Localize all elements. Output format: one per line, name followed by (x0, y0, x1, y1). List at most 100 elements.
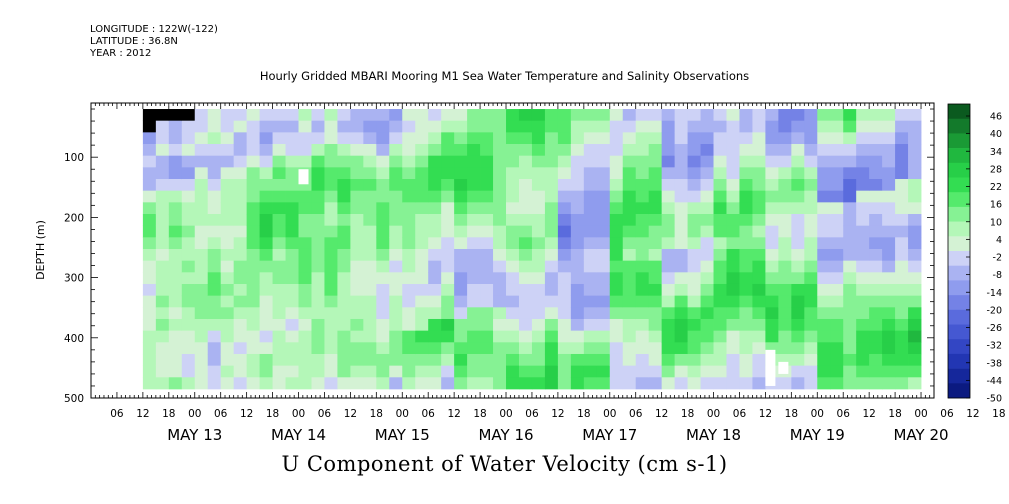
heatmap-cell (908, 179, 922, 192)
heatmap-cell (233, 365, 248, 378)
heatmap-cell (726, 167, 740, 180)
heatmap-cell (739, 202, 753, 215)
heatmap-cell (142, 307, 157, 320)
colorbar-swatch (948, 221, 970, 237)
heatmap-cell (441, 283, 455, 297)
heatmap-cell (882, 109, 896, 122)
heatmap-cell (246, 260, 260, 273)
heatmap-cell (220, 109, 235, 122)
heatmap-cell (142, 342, 157, 355)
heatmap-cell (778, 155, 792, 168)
heatmap-cell (168, 365, 183, 378)
longitude-label: LONGITUDE : 122W(-122) (90, 24, 218, 35)
heatmap-cell (194, 167, 209, 180)
heatmap-cell (441, 365, 455, 378)
x-tick-label: 12 (447, 408, 460, 420)
heatmap-cell (518, 307, 533, 320)
heatmap-cell (337, 202, 351, 215)
heatmap-cell (583, 214, 598, 227)
heatmap-cell (791, 330, 805, 343)
heatmap-cell (246, 318, 260, 332)
heatmap-cell (259, 248, 273, 262)
heatmap-cell (895, 132, 909, 145)
heatmap-cell (259, 109, 273, 122)
heatmap-cell (155, 155, 170, 168)
heatmap-cell (194, 109, 209, 122)
heatmap-cell (726, 377, 740, 390)
heatmap-cell (583, 295, 598, 308)
heatmap-cell (739, 155, 753, 168)
colorbar-swatch (948, 192, 970, 208)
heatmap-cell (791, 272, 805, 285)
heatmap-cell (544, 144, 559, 157)
heatmap-cell (635, 248, 650, 262)
heatmap-cell (609, 132, 624, 145)
x-tick-label: 12 (655, 408, 668, 420)
heatmap-cell (531, 109, 546, 122)
heatmap-cell (454, 283, 468, 297)
heatmap-cell (324, 144, 338, 157)
heatmap-cell (778, 132, 792, 145)
heatmap-cell (298, 260, 312, 273)
colorbar-swatch (948, 236, 970, 252)
heatmap-cell (752, 237, 766, 250)
heatmap-cell (389, 295, 403, 308)
heatmap-cell (181, 365, 196, 378)
heatmap-cell (869, 237, 883, 250)
heatmap-cell (467, 190, 481, 203)
heatmap-cell (674, 120, 688, 133)
heatmap-cell (570, 144, 585, 157)
colorbar-label: -44 (986, 376, 1002, 387)
heatmap-cell (843, 167, 857, 180)
heatmap-cell (389, 283, 403, 297)
heatmap-cell (869, 179, 883, 192)
x-tick-label: 06 (525, 408, 539, 420)
heatmap-cell (622, 342, 637, 355)
x-tick-label: 18 (473, 408, 486, 420)
heatmap-cell (570, 295, 585, 308)
heatmap-cell (713, 190, 727, 203)
heatmap-cell (570, 365, 585, 378)
heatmap-cell (194, 190, 209, 203)
heatmap-cell (298, 283, 312, 297)
heatmap-cell (752, 190, 766, 203)
heatmap-cell (609, 283, 624, 297)
heatmap-cell (687, 155, 701, 168)
heatmap-cell (363, 283, 377, 297)
heatmap-cell (168, 283, 183, 297)
heatmap-cell (531, 283, 546, 297)
heatmap-cell (454, 237, 468, 250)
heatmap-cell (311, 377, 325, 390)
heatmap-cell (557, 353, 572, 367)
heatmap-cell (337, 330, 351, 343)
heatmap-cell (570, 109, 585, 122)
heatmap-cell (609, 202, 624, 215)
heatmap-cell (661, 167, 676, 180)
heatmap-cell (570, 272, 585, 285)
heatmap-cell (194, 272, 209, 285)
heatmap-cell (363, 295, 377, 308)
heatmap-cell (285, 342, 299, 355)
heatmap-cell (415, 353, 429, 367)
heatmap-cell (168, 342, 183, 355)
heatmap-cell (337, 377, 351, 390)
heatmap-cell (765, 237, 779, 250)
heatmap-cell (583, 225, 598, 238)
heatmap-cell (700, 342, 714, 355)
heatmap-cell (830, 132, 844, 145)
heatmap-cell (596, 330, 611, 343)
heatmap-cell (415, 155, 429, 168)
heatmap-cell (428, 155, 442, 168)
heatmap-cell (272, 237, 286, 250)
heatmap-cell (830, 214, 844, 227)
heatmap-cell (493, 214, 507, 227)
heatmap-cell (869, 365, 883, 378)
heatmap-cell (726, 190, 740, 203)
heatmap-cell (674, 342, 688, 355)
heatmap-cell (882, 377, 896, 390)
heatmap-cell (791, 167, 805, 180)
heatmap-cell (168, 167, 183, 180)
heatmap-cell (376, 237, 390, 250)
colorbar-swatch (948, 280, 970, 296)
heatmap-cell (648, 179, 663, 192)
